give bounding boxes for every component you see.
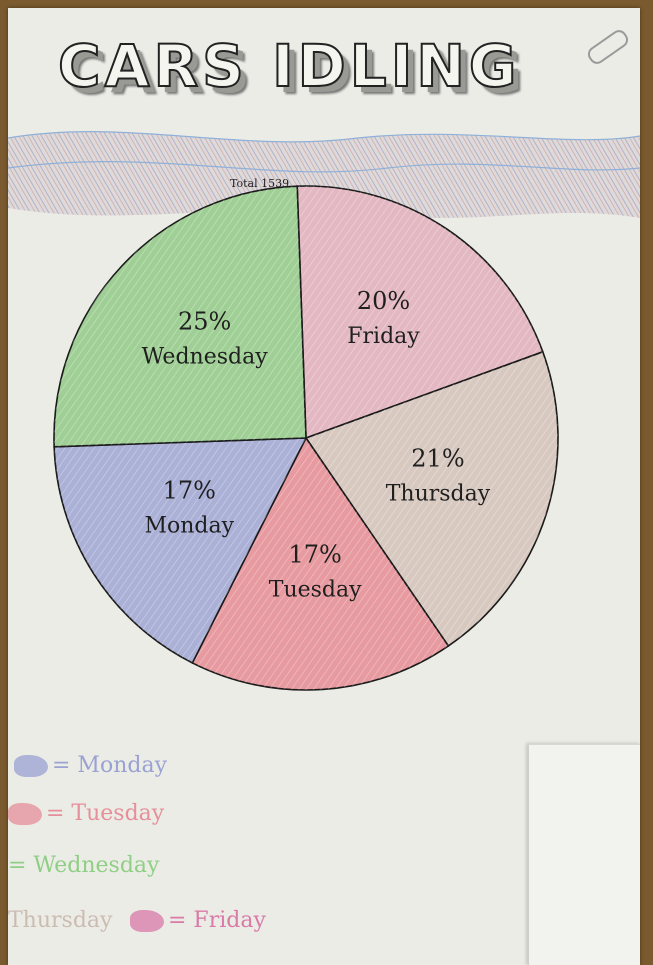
pie-slice-texture (306, 351, 558, 646)
legend-item-tuesday: = Tuesday (8, 801, 164, 826)
legend-swatch (8, 802, 42, 825)
legend-item-thursday: Thursday (8, 908, 112, 933)
total-label: Total 1539 (230, 177, 289, 190)
legend-label: Thursday (8, 908, 113, 933)
pie-slices (53, 185, 559, 691)
pie-slice-texture (54, 438, 307, 663)
legend-label: = Tuesday (46, 801, 165, 826)
slice-percent-label: 20% (357, 287, 410, 315)
scribble-band (8, 131, 640, 218)
note-card (528, 744, 640, 965)
pie-labels: 20% Friday 21% Thursday 17% Tuesday 17% Monday 2… (142, 287, 491, 602)
poster-title: CARS IDLING (57, 31, 528, 122)
slice-percent-label: 25% (178, 307, 231, 335)
legend-item-friday: = Friday (130, 908, 266, 933)
slice-category-label: Monday (144, 514, 234, 539)
paperclip-icon (584, 27, 632, 67)
legend-label: = Wednesday (8, 853, 160, 878)
slice-percent-label: 21% (411, 444, 464, 472)
legend-item-wednesday: = Wednesday (8, 853, 159, 878)
slice-percent-label: 17% (163, 477, 216, 505)
pie-slice-texture (192, 438, 449, 691)
slice-category-label: Tuesday (269, 577, 362, 602)
pie-slice-texture (54, 186, 306, 447)
title-text: CARS IDLING (57, 31, 521, 101)
legend-swatch (130, 909, 164, 932)
pie-slice-texture (297, 186, 543, 438)
legend: = Monday = Tuesday = Wednesday Thursday … (8, 743, 528, 963)
slice-category-label: Friday (347, 324, 420, 349)
pie-chart: 20% Friday 21% Thursday 17% Tuesday 17% Monday 2… (53, 177, 559, 691)
legend-label: = Friday (168, 908, 266, 933)
legend-item-monday: = Monday (14, 753, 167, 778)
slice-category-label: Thursday (386, 481, 491, 506)
slice-category-label: Wednesday (142, 344, 269, 369)
slice-percent-label: 17% (289, 540, 342, 568)
poster-board: CARS IDLING 20% Friday 21% Thursday 17% Tuesd… (8, 8, 640, 965)
legend-swatch (14, 754, 48, 777)
legend-label: = Monday (52, 753, 167, 778)
